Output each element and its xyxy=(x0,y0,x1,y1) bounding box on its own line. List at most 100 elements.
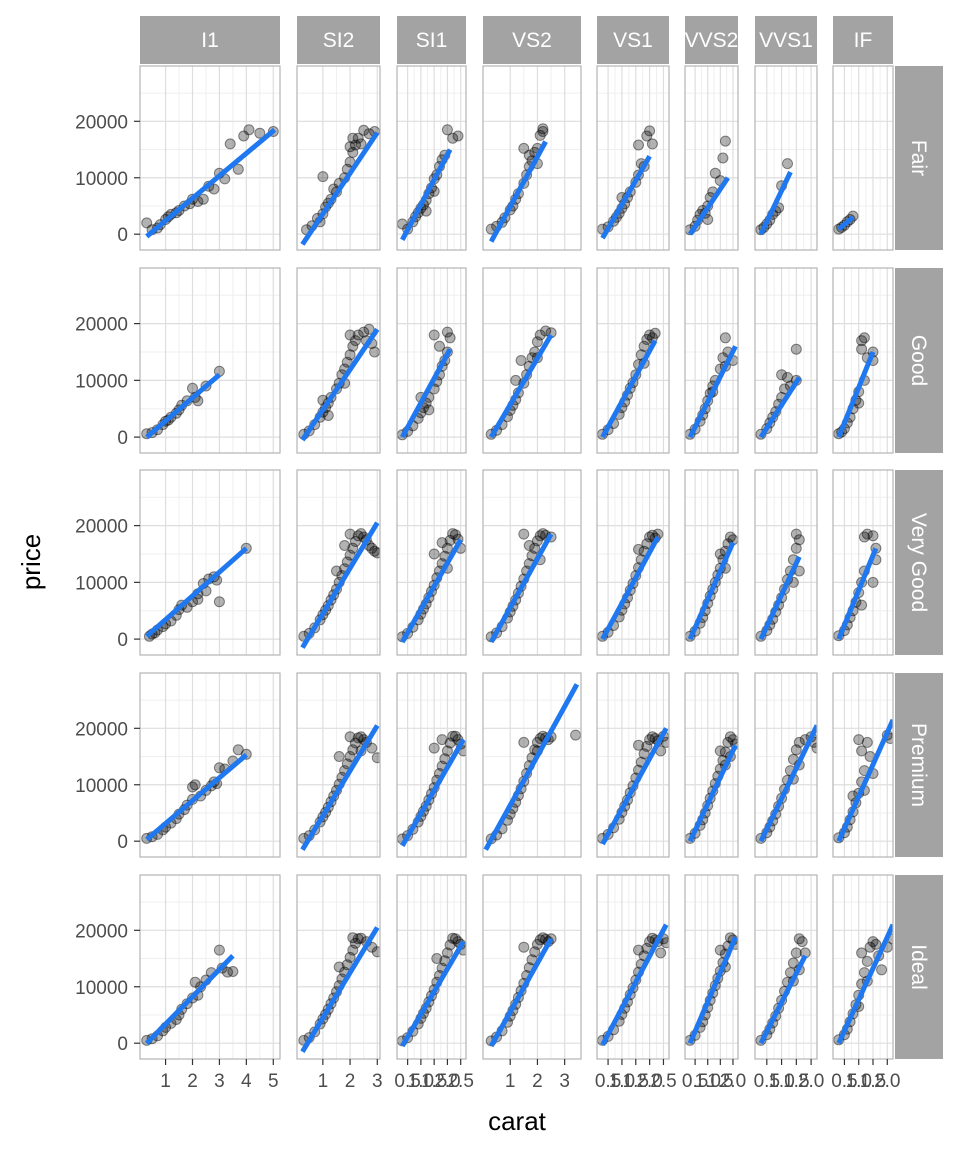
panel-background xyxy=(297,66,380,250)
strip-label: SI1 xyxy=(416,29,448,52)
data-point xyxy=(358,326,370,338)
x-tick-label: 1.5 xyxy=(707,1071,733,1092)
panels-layer xyxy=(139,65,894,1060)
data-point xyxy=(570,729,581,741)
data-point xyxy=(350,335,361,347)
fit-line xyxy=(836,923,893,1045)
data-point xyxy=(782,372,793,383)
panel-data xyxy=(685,932,738,1046)
panel-border xyxy=(482,267,582,454)
fit-line xyxy=(600,155,652,240)
data-point xyxy=(355,138,367,150)
data-point xyxy=(441,326,453,338)
fit-line xyxy=(758,171,793,236)
data-point xyxy=(436,734,448,746)
strip-si2: SI2 xyxy=(297,16,380,64)
x-tick-label: 1.0 xyxy=(695,1071,721,1092)
panel-very-good-vvs2 xyxy=(684,469,739,656)
panel-border xyxy=(832,267,894,454)
panel-border xyxy=(754,267,818,454)
data-point xyxy=(331,565,342,577)
panel-fair-vvs1 xyxy=(754,65,818,251)
strip-i1: I1 xyxy=(140,16,280,64)
strip-label: VVS2 xyxy=(685,29,739,52)
panel-border xyxy=(296,672,381,858)
data-point xyxy=(641,740,653,752)
data-point xyxy=(347,132,359,144)
panel-good-i1 xyxy=(139,267,281,454)
panel-data xyxy=(141,124,279,239)
data-point xyxy=(344,951,356,963)
panel-data xyxy=(143,542,252,642)
strip-label: Ideal xyxy=(907,944,930,990)
panel-data xyxy=(597,327,661,440)
panel-premium-si2 xyxy=(296,672,381,858)
fit-line xyxy=(600,727,669,846)
strip-background xyxy=(833,16,893,64)
panel-border xyxy=(482,672,582,858)
panel-data xyxy=(685,531,738,642)
fit-line xyxy=(687,176,730,236)
panel-data xyxy=(485,123,549,243)
fit-line xyxy=(488,140,548,243)
panel-border xyxy=(596,65,670,251)
strip-if: IF xyxy=(833,16,893,64)
data-point xyxy=(856,745,868,757)
data-point xyxy=(861,528,873,540)
panel-data xyxy=(833,923,893,1046)
fit-line xyxy=(600,923,669,1047)
panel-border xyxy=(684,267,739,454)
panel-data xyxy=(755,343,802,440)
data-point xyxy=(790,542,802,554)
fit-line xyxy=(600,535,661,641)
data-point xyxy=(344,329,356,341)
data-point xyxy=(724,531,736,543)
data-point xyxy=(717,152,729,164)
data-point xyxy=(347,932,359,944)
panel-border xyxy=(296,874,381,1060)
panel-background xyxy=(685,470,738,655)
strip-si1: SI1 xyxy=(397,16,466,64)
data-point xyxy=(719,332,731,344)
fit-line xyxy=(837,215,855,232)
data-point xyxy=(638,340,650,352)
data-point xyxy=(867,576,879,588)
strip-label: VS1 xyxy=(613,29,653,52)
strip-background xyxy=(895,66,943,250)
x-tick-label: 0.5 xyxy=(754,1071,780,1092)
y-tick-label: 10000 xyxy=(75,978,128,999)
data-point xyxy=(420,205,432,217)
strip-label: I1 xyxy=(201,29,219,52)
fit-line xyxy=(400,148,453,242)
panel-data xyxy=(141,944,239,1046)
x-tick-label: 2 xyxy=(345,1071,356,1092)
strip-ideal: Ideal xyxy=(895,875,943,1059)
data-point xyxy=(222,966,233,978)
panel-data xyxy=(485,528,557,644)
panel-border xyxy=(596,469,670,656)
panel-good-vs2 xyxy=(482,267,582,454)
y-tick-label: 20000 xyxy=(75,719,128,740)
fit-line xyxy=(687,744,738,843)
panel-fair-si2 xyxy=(296,65,381,251)
panel-very-good-si1 xyxy=(396,469,467,656)
x-tick-label: 1.0 xyxy=(609,1071,635,1092)
panel-border xyxy=(684,469,739,656)
strip-label: IF xyxy=(854,29,873,52)
data-point xyxy=(856,599,868,611)
panel-premium-vs2 xyxy=(482,672,582,858)
panel-border xyxy=(396,65,467,251)
data-point xyxy=(722,736,734,748)
fit-line xyxy=(300,131,380,246)
panel-data xyxy=(755,158,793,236)
panel-ideal-vvs1 xyxy=(754,874,818,1060)
data-point xyxy=(431,953,443,964)
data-point xyxy=(876,964,888,976)
panel-very-good-vs1 xyxy=(596,469,670,656)
data-point xyxy=(227,966,239,977)
x-tick-label: 1 xyxy=(160,1071,171,1092)
fit-line xyxy=(144,953,235,1045)
data-point xyxy=(793,933,805,945)
data-point xyxy=(853,734,865,746)
panel-very-good-if xyxy=(832,469,894,656)
